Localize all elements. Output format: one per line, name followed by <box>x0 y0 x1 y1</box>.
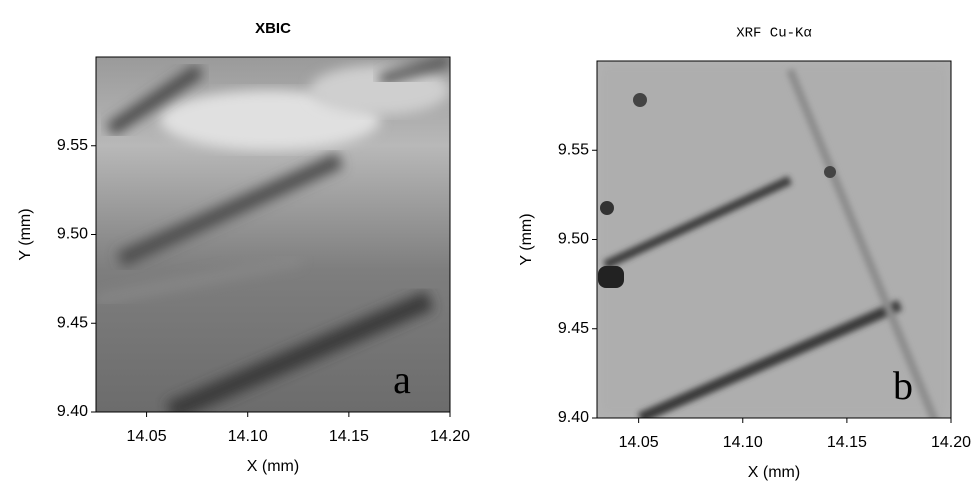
y-tick-label: 9.50 <box>57 226 88 243</box>
x-tick-label: 14.15 <box>827 434 867 451</box>
chart-title: XBIC <box>255 20 291 37</box>
y-tick-label: 9.40 <box>558 409 589 426</box>
x-tick-label: 14.05 <box>127 428 167 445</box>
x-tick-label: 14.20 <box>931 434 971 451</box>
x-axis-label: X (mm) <box>247 458 299 475</box>
y-axis-label: Y (mm) <box>518 213 535 265</box>
chart-title: XRF Cu-Kα <box>736 26 812 42</box>
y-tick-label: 9.50 <box>558 231 589 248</box>
panel-label: a <box>393 357 411 402</box>
x-tick-label: 14.10 <box>228 428 268 445</box>
y-axis-label: Y (mm) <box>17 208 34 260</box>
y-tick-label: 9.45 <box>57 314 88 331</box>
xbic-map-image <box>96 57 450 412</box>
x-tick-label: 14.20 <box>430 428 470 445</box>
y-tick-label: 9.55 <box>57 137 88 154</box>
y-tick-label: 9.45 <box>558 320 589 337</box>
x-tick-label: 14.05 <box>619 434 659 451</box>
xrf-map-image <box>597 61 951 418</box>
x-tick-label: 14.10 <box>723 434 763 451</box>
y-tick-label: 9.40 <box>57 403 88 420</box>
y-tick-label: 9.55 <box>558 141 589 158</box>
x-axis-label: X (mm) <box>748 464 800 481</box>
panel-label: b <box>893 363 913 408</box>
x-tick-label: 14.15 <box>329 428 369 445</box>
